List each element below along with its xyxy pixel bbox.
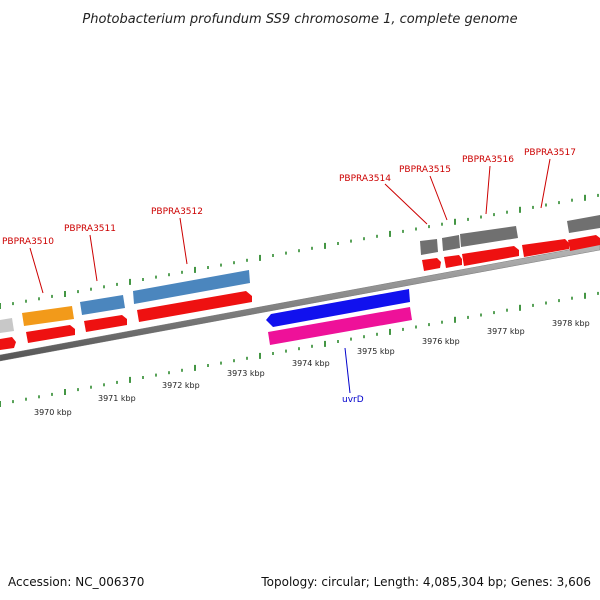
red-cds-arrow-9 (568, 235, 600, 251)
gray-feature-3 (460, 226, 518, 247)
leader-PBPRA3516 (485, 165, 491, 215)
scale-label-3971: 3971 kbp (98, 394, 136, 403)
leader-PBPRA3511 (89, 234, 98, 282)
gene-label-PBPRA3514: PBPRA3514 (339, 174, 391, 184)
scale-label-3976: 3976 kbp (422, 337, 460, 346)
uvrD-gene-bar (268, 307, 412, 345)
gene-label-PBPRA3511: PBPRA3511 (64, 224, 116, 234)
light-gray-feature (0, 318, 14, 333)
gene-label-PBPRA3516: PBPRA3516 (462, 155, 514, 165)
lower-tick-row (0, 291, 599, 407)
genome-summary: Topology: circular; Length: 4,085,304 bp… (260, 575, 591, 589)
gene-label-PBPRA3517: PBPRA3517 (524, 148, 576, 158)
gray-feature-4 (567, 215, 600, 233)
red-cds-arrow-8 (522, 239, 569, 257)
gray-feature-2 (442, 235, 460, 251)
accession-label: Accession: NC_006370 (8, 575, 144, 589)
gene-labels: PBPRA3510 PBPRA3511 PBPRA3512 PBPRA3514 … (2, 148, 576, 405)
red-cds-arrow-4 (137, 291, 252, 322)
scale-label-3970: 3970 kbp (34, 408, 72, 417)
scale-label-3974: 3974 kbp (292, 359, 330, 368)
scale-label-3973: 3973 kbp (227, 369, 265, 378)
scale-label-3975: 3975 kbp (357, 347, 395, 356)
red-cds-arrow-6 (444, 255, 462, 268)
gene-label-PBPRA3510: PBPRA3510 (2, 237, 54, 247)
scale-label-3978: 3978 kbp (552, 319, 590, 328)
gene-label-PBPRA3512: PBPRA3512 (151, 207, 203, 217)
red-cds-arrow-3 (84, 315, 127, 332)
leader-PBPRA3517 (540, 158, 551, 209)
gray-feature-1 (420, 239, 438, 255)
leader-PBPRA3512 (179, 217, 188, 265)
gene-label-leaders (29, 158, 551, 394)
leader-PBPRA3514 (384, 183, 428, 225)
leader-PBPRA3515 (429, 175, 448, 221)
steelblue-feature-2 (133, 270, 250, 304)
gene-label-PBPRA3515: PBPRA3515 (399, 165, 451, 175)
gene-label-uvrD: uvrD (342, 395, 364, 405)
orange-feature (22, 306, 74, 326)
leader-PBPRA3510 (29, 247, 44, 294)
leader-uvrD (344, 347, 351, 394)
uvrD-cds-arrow (266, 289, 410, 327)
map-title: Photobacterium profundum SS9 chromosome … (82, 12, 517, 27)
red-cds-arrow-5 (422, 258, 441, 271)
scale-label-3977: 3977 kbp (487, 327, 525, 336)
red-cds-arrow-2 (26, 325, 75, 343)
scale-labels: 3970 kbp 3971 kbp 3972 kbp 3973 kbp 3974… (34, 319, 590, 417)
red-cds-arrow-7 (462, 246, 519, 266)
scale-label-3972: 3972 kbp (162, 381, 200, 390)
upper-tick-row (0, 193, 599, 309)
steelblue-feature-1 (80, 295, 125, 315)
feature-track (0, 215, 600, 350)
red-cds-arrow-1 (0, 337, 16, 350)
genome-axis (0, 243, 600, 362)
